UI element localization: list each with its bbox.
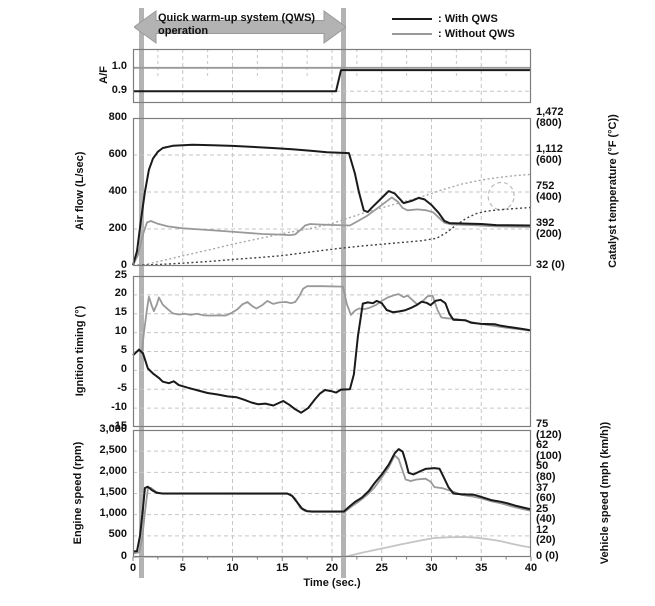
x-axis-title: Time (sec.) (303, 577, 361, 589)
airflow-y-tick-label: 200 (108, 221, 127, 234)
ignition-y-axis-title: Ignition timing (°) (74, 305, 86, 396)
airflow_with_qws-line (132, 143, 532, 266)
qws-operation-label-line2: operation (158, 25, 209, 37)
airflow-y-tick-label: 800 (108, 110, 127, 123)
airflow-y-axis-title: Air flow (L/sec) (74, 151, 86, 231)
engine-right-y-tick-label: 25 (40) (536, 502, 556, 526)
x-tick-label: 30 (425, 562, 438, 574)
ignition-y-tick-label: 15 (114, 306, 127, 319)
engine-y-tick-label: 2,500 (99, 443, 127, 456)
engine-right-y-tick-label: 0 (0) (536, 550, 559, 563)
engine-right-y-tick-label: 75 (120) (536, 418, 562, 441)
airflow-plot (132, 117, 532, 267)
qws-start-marker (139, 8, 144, 578)
catalyst-highlight-ellipse (487, 181, 515, 211)
x-tick-label: 5 (179, 562, 186, 574)
af-y-axis-title: A/F (98, 66, 110, 84)
af-y-tick-label: 0.9 (111, 83, 127, 96)
engine-right-y-tick-label: 37 (60) (536, 481, 556, 504)
airflow-y-tick-label: 600 (108, 147, 127, 160)
airflow-right-y-tick-label: 1,472 (800) (536, 106, 564, 129)
ignition-y-tick-label: 5 (120, 344, 127, 356)
without-qws-line-swatch-icon (392, 32, 432, 35)
with-qws-line-swatch-icon (392, 17, 432, 20)
engine-y-axis-title: Engine speed (rpm) (72, 441, 84, 544)
engine-y-tick-label: 0 (120, 549, 127, 562)
ignition-y-tick-label: -10 (111, 400, 127, 413)
ignition-y-tick-label: 20 (114, 287, 127, 300)
ignition_without_qws-line (141, 285, 532, 352)
legend: : With QWS : Without QWS (392, 11, 515, 41)
engine-right-y-tick-label: 50 (80) (536, 460, 556, 483)
ignition-y-tick-label: -15 (111, 419, 127, 432)
qws-operation-label-line1: Quick warm-up system (QWS) (158, 12, 316, 24)
af-plot (132, 48, 532, 104)
ignition-y-tick-label: 0 (120, 362, 127, 375)
x-tick-label: 25 (375, 562, 388, 574)
airflow-right-y-tick-label: 392 (200) (536, 217, 562, 240)
catalyst_temp_dotted_gray-line (142, 173, 532, 266)
engine-right-y-tick-label: 12 (20) (536, 523, 556, 547)
airflow-right-y-tick-label: 1,112 (600) (536, 143, 563, 166)
x-tick-label: 10 (226, 562, 239, 574)
engine-right-y-tick-label: 62 (100) (536, 439, 562, 462)
x-tick-label: 15 (276, 562, 289, 574)
legend-label-with-qws: : With QWS (438, 12, 498, 25)
airflow-right-y-tick-label: 752 (400) (536, 180, 562, 203)
engine_speed_with_qws-line (132, 448, 532, 553)
ignition-y-tick-label: 10 (114, 325, 127, 338)
airflow-y-tick-label: 400 (108, 184, 127, 197)
engine-right-y-axis-title: Vehicle speed (mph (km/h)) (599, 421, 611, 564)
ignition-plot (132, 275, 532, 428)
qws-operation-arrow (134, 10, 346, 44)
engine-y-tick-label: 500 (108, 528, 127, 541)
legend-item-with-qws: : With QWS (392, 11, 515, 26)
engine-y-tick-label: 2,000 (99, 464, 127, 477)
ignition-y-tick-label: 25 (114, 268, 127, 281)
legend-item-without-qws: : Without QWS (392, 26, 515, 41)
x-tick-label: 0 (129, 562, 137, 574)
x-tick-label: 20 (325, 562, 339, 574)
ignition_with_qws-line (132, 298, 532, 414)
vehicle_speed_mph-line (133, 536, 532, 558)
engine-y-tick-label: 1,000 (99, 507, 127, 520)
engine-y-tick-label: 3,000 (99, 422, 127, 435)
airflow-y-tick-label: 0 (120, 258, 127, 271)
qws-operation-label: Quick warm-up system (QWS) operation (158, 12, 315, 38)
legend-label-without-qws: : Without QWS (438, 27, 515, 40)
x-tick-label: 35 (475, 562, 488, 574)
engine-y-tick-label: 1,500 (99, 486, 127, 498)
engine-plot (132, 429, 532, 561)
af-y-tick-label: 1.0 (111, 60, 127, 73)
x-tick-label: 40 (524, 562, 538, 574)
with_qws-line (133, 69, 531, 93)
airflow-right-y-tick-label: 32 (0) (536, 259, 565, 272)
airflow-right-y-axis-title: Catalyst temperature (°F (°C)) (607, 114, 619, 268)
ignition-y-tick-label: -5 (117, 381, 127, 394)
airflow_without_qws-line (132, 196, 532, 266)
